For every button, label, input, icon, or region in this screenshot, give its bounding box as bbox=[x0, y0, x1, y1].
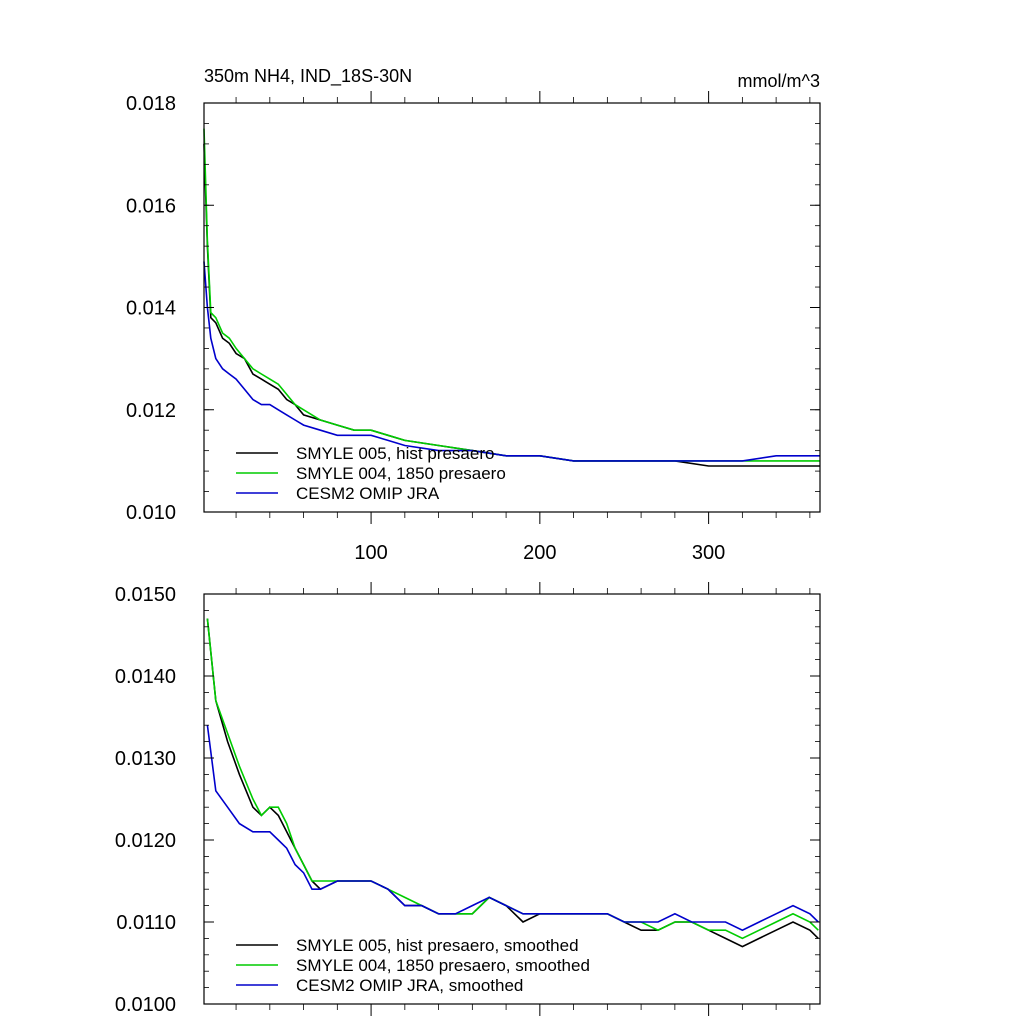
top-panel: 350m NH4, IND_18S-30N mmol/m^3 0.010 0.01… bbox=[126, 66, 821, 564]
y-tick-label: 0.012 bbox=[126, 400, 176, 422]
y-tick-label: 0.016 bbox=[126, 195, 176, 217]
x-tick-label: 300 bbox=[692, 542, 725, 564]
y-tick-label: 0.014 bbox=[126, 298, 176, 320]
x-tick-label: 100 bbox=[354, 542, 387, 564]
units-label: mmol/m^3 bbox=[738, 71, 820, 91]
y-tick-label: 0.018 bbox=[126, 93, 176, 115]
series-line-2 bbox=[203, 261, 820, 462]
y-tick-label: 0.0120 bbox=[115, 830, 176, 852]
y-tick-label: 0.0100 bbox=[115, 994, 176, 1016]
chart-title: 350m NH4, IND_18S-30N bbox=[204, 66, 412, 87]
series-line-0 bbox=[203, 143, 820, 467]
y-tick-label: 0.0110 bbox=[116, 912, 176, 934]
legend-label: SMYLE 004, 1850 presaero bbox=[296, 464, 506, 483]
legend-label: SMYLE 005, hist presaero, smoothed bbox=[296, 936, 579, 955]
x-tick-label: 200 bbox=[523, 542, 556, 564]
y-tick-label: 0.0150 bbox=[115, 584, 176, 606]
series-line-2 bbox=[206, 725, 819, 932]
bottom-panel: 0.0100 0.0110 0.0120 0.0130 0.0140 0.0150 SMY… bbox=[115, 582, 821, 1016]
plot-frame bbox=[203, 593, 821, 1005]
series-line-0 bbox=[206, 618, 819, 948]
legend-label: CESM2 OMIP JRA, smoothed bbox=[296, 976, 523, 995]
plot-frame bbox=[203, 102, 821, 513]
y-tick-label: 0.0140 bbox=[115, 666, 176, 688]
series-line-1 bbox=[206, 618, 819, 940]
y-tick-label: 0.0130 bbox=[115, 748, 176, 770]
legend-label: SMYLE 004, 1850 presaero, smoothed bbox=[296, 956, 590, 975]
y-tick-label: 0.010 bbox=[126, 502, 176, 524]
legend-label: CESM2 OMIP JRA bbox=[296, 484, 440, 503]
series-line-1 bbox=[203, 128, 820, 462]
legend-label: SMYLE 005, hist presaero bbox=[296, 444, 494, 463]
legend: SMYLE 005, hist presaero, smoothedSMYLE … bbox=[236, 936, 590, 995]
